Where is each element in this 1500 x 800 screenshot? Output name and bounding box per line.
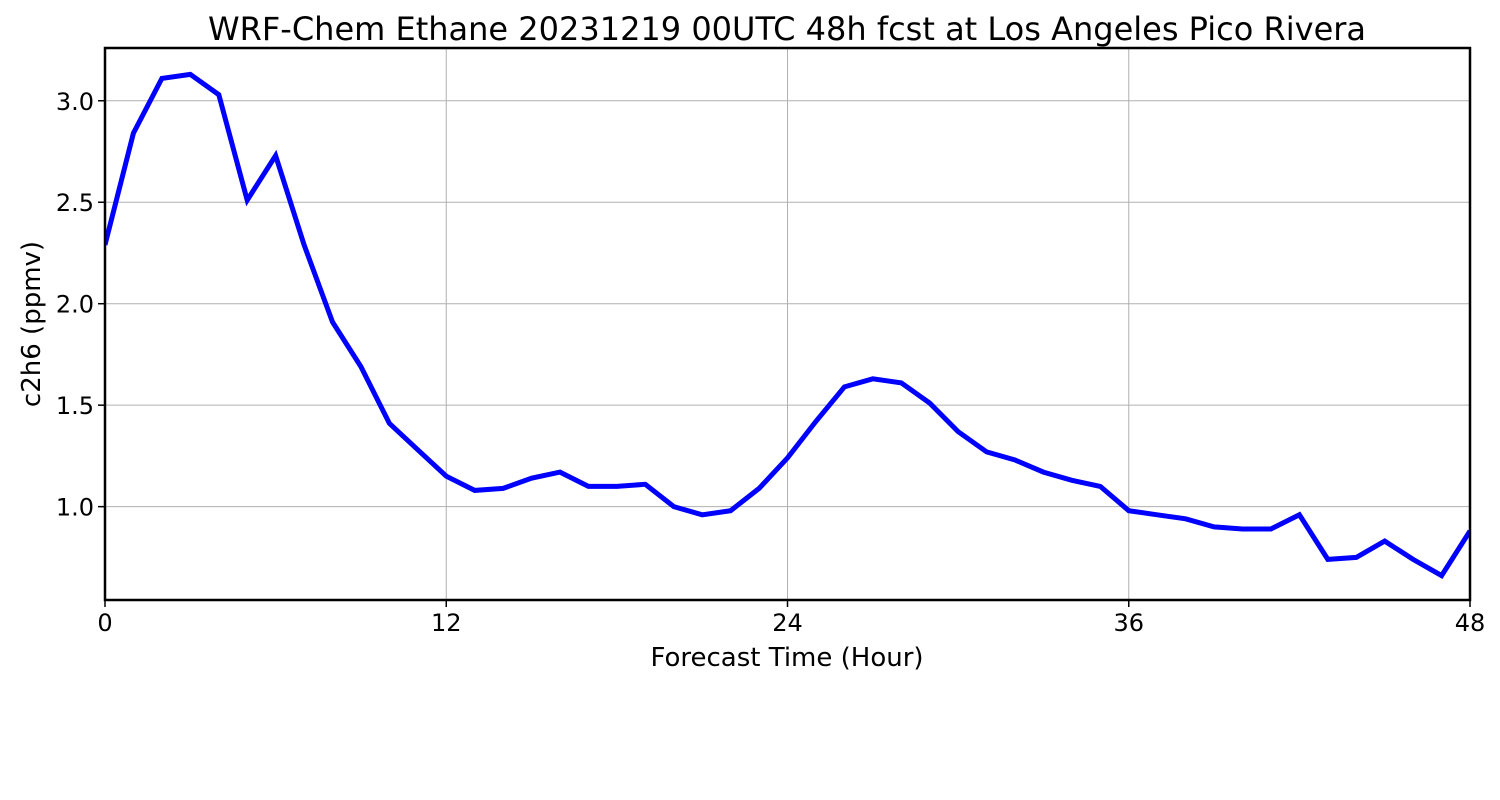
y-axis-label: c2h6 (ppmv) [17,241,47,407]
x-axis-label: Forecast Time (Hour) [650,643,923,673]
tick-labels: 0 12 24 36 48 1.0 1.5 2.0 2.5 3.0 [56,88,1485,637]
x-tick-label: 36 [1113,609,1144,637]
x-tick-label: 24 [772,609,803,637]
y-tick-label: 1.0 [56,494,94,522]
y-tick-label: 2.0 [56,291,94,319]
y-tick-label: 1.5 [56,392,94,420]
y-tick-label: 2.5 [56,189,94,217]
x-tick-label: 48 [1455,609,1486,637]
series-line [105,71,1470,579]
plot-frame [103,46,1472,602]
x-tick-label: 0 [97,609,112,637]
y-tick-label: 3.0 [56,88,94,116]
chart-title: WRF-Chem Ethane 20231219 00UTC 48h fcst … [208,10,1366,48]
x-tick-label: 12 [431,609,462,637]
series-layer [105,71,1470,579]
grid-lines [104,48,1471,600]
